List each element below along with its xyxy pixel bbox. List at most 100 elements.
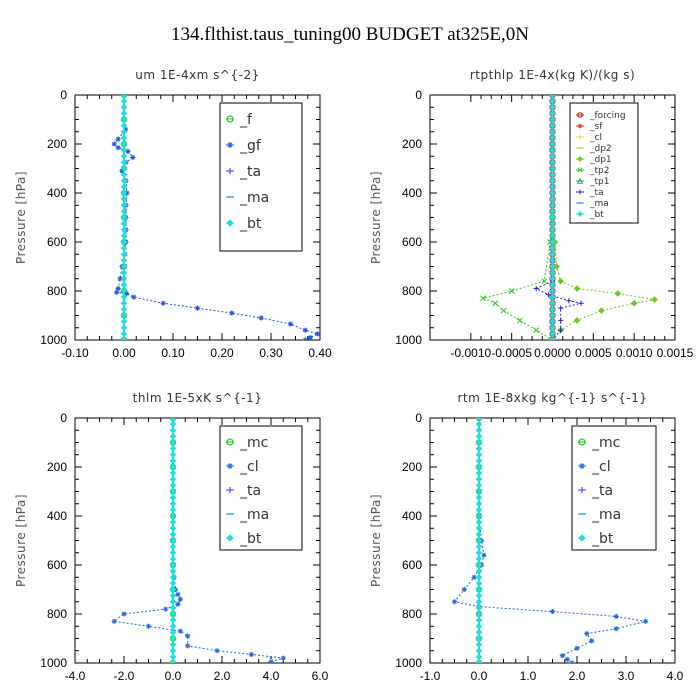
series-point	[475, 635, 483, 642]
y-tick-label: 400	[402, 186, 422, 200]
legend-label: _dp1	[589, 155, 612, 165]
series-point	[475, 653, 483, 661]
y-tick-label: 200	[402, 460, 422, 474]
series-point	[280, 655, 286, 661]
series-point	[120, 208, 128, 215]
series-point	[120, 226, 128, 234]
x-tick-label: 0.0000	[534, 346, 571, 360]
series-point	[169, 451, 177, 459]
series-point	[475, 610, 483, 618]
series-point	[613, 613, 619, 620]
y-tick-label: 200	[47, 460, 67, 474]
series-point	[169, 475, 177, 483]
series-point	[314, 331, 320, 337]
x-tick-label: 0.0005	[575, 346, 612, 360]
panel-title: thlm 1E-5xK s^{-1}	[133, 391, 263, 405]
series-point	[549, 97, 556, 105]
series-point	[549, 214, 556, 221]
series-point	[549, 122, 556, 129]
series-point	[475, 537, 483, 544]
series-point	[475, 561, 483, 569]
x-tick-label: 0.30	[259, 346, 283, 360]
series-point	[117, 276, 123, 282]
legend-marker	[226, 438, 234, 446]
series-point	[214, 648, 220, 654]
series-point	[549, 318, 556, 325]
series-point	[120, 263, 128, 270]
series-point	[584, 631, 590, 637]
series-point	[163, 606, 169, 612]
x-tick-label: 0.00	[112, 346, 136, 360]
series-point	[120, 220, 128, 227]
series-point	[169, 531, 177, 538]
series-point	[549, 140, 556, 148]
legend: _forcing_sf_cl_dp2_dp1_tp2_tp1_ta_ma_bt	[569, 102, 639, 224]
legend-label: _cl	[239, 459, 259, 475]
series-point	[120, 103, 128, 111]
series-point	[573, 285, 581, 292]
legend-marker	[577, 134, 583, 140]
series-point	[549, 165, 556, 172]
legend-box	[571, 425, 657, 551]
x-tick-label: -0.0005	[491, 346, 532, 360]
series-point	[475, 567, 483, 575]
series-point	[114, 289, 120, 295]
series-point	[566, 298, 572, 304]
series-point	[169, 500, 177, 508]
y-axis-label: Pressure [hPa]	[369, 171, 383, 264]
y-tick-label: 0	[60, 88, 67, 102]
series-point	[169, 647, 177, 655]
series-point	[125, 148, 131, 154]
series-point	[475, 641, 483, 648]
series-point	[630, 299, 638, 307]
plot-area	[111, 418, 286, 663]
series-point	[120, 110, 128, 117]
series-point	[549, 220, 556, 227]
series-point	[169, 418, 177, 422]
legend-label: _ta	[239, 164, 261, 180]
series-point	[475, 622, 483, 630]
series-point	[549, 608, 556, 615]
series-point	[177, 628, 183, 634]
series-point	[549, 226, 556, 234]
series-point	[131, 294, 137, 300]
x-tick-label: -2.0	[114, 669, 135, 683]
series-point	[614, 290, 622, 297]
legend-label: _bt	[239, 216, 262, 232]
y-tick-label: 800	[402, 607, 422, 621]
series-point	[169, 641, 177, 648]
plot-area	[480, 95, 658, 340]
series-point	[302, 337, 308, 340]
legend-marker	[227, 463, 233, 469]
panel-title: rtm 1E-8xkg kg^{-1} s^{-1}	[457, 391, 647, 405]
series-point	[169, 610, 177, 618]
series-point	[120, 281, 128, 289]
series-point	[549, 116, 556, 123]
x-tick-label: 6.0	[312, 669, 329, 683]
legend-label: _f	[239, 112, 253, 128]
x-tick-label: 0.0015	[657, 346, 694, 360]
series-point	[120, 293, 128, 301]
legend-label: _tp1	[589, 177, 609, 187]
series-point	[169, 555, 177, 563]
series-point	[248, 651, 254, 658]
series-point	[475, 524, 483, 532]
legend-label: _ma	[239, 507, 269, 523]
x-tick-label: -0.10	[61, 346, 89, 360]
series-point	[613, 626, 619, 632]
y-tick-label: 600	[402, 558, 422, 572]
series-point	[549, 275, 556, 283]
series-point	[268, 659, 274, 663]
series-point	[120, 201, 128, 209]
series-point	[651, 296, 658, 303]
y-tick-label: 800	[47, 284, 67, 298]
series-point	[169, 622, 177, 630]
series-point	[475, 463, 483, 471]
legend-marker	[227, 168, 233, 174]
series-point	[194, 305, 201, 311]
series-point	[549, 195, 556, 203]
series-point	[120, 238, 128, 246]
series-point	[475, 488, 483, 495]
legend-marker	[226, 534, 234, 542]
series-point	[500, 307, 507, 314]
